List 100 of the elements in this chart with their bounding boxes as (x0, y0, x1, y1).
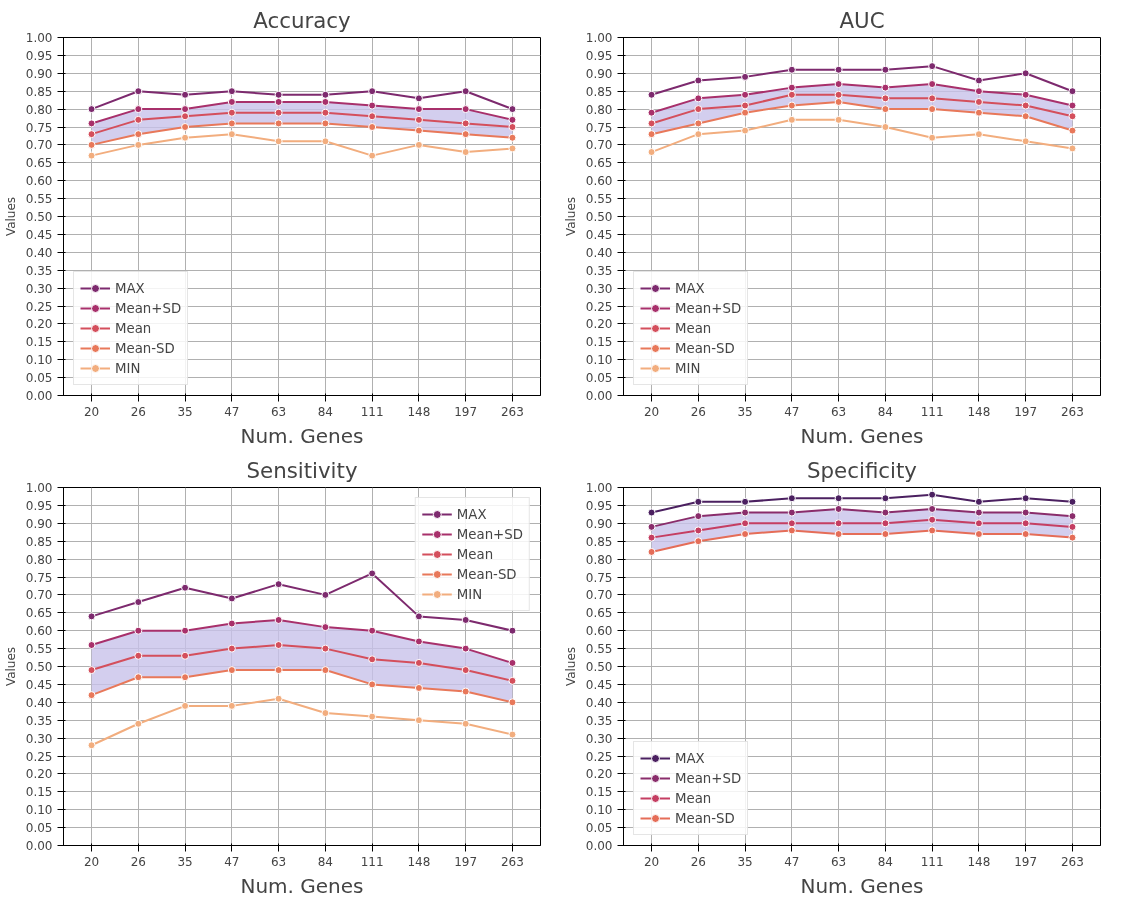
x-tick-label: 111 (360, 854, 384, 869)
x-tick-label: 20 (83, 854, 100, 869)
y-tick-label: 0.95 (25, 48, 53, 63)
x-tick-label: 197 (1014, 854, 1038, 869)
legend-label: Mean-SD (675, 810, 735, 826)
x-tick-label: 20 (643, 404, 660, 419)
y-tick-label: 0.60 (585, 624, 613, 639)
x-tick-label: 47 (784, 854, 800, 869)
y-tick-label: 0.35 (25, 713, 53, 728)
y-tick-label: 0.10 (25, 353, 53, 368)
y-tick-label: 0.55 (25, 192, 53, 207)
y-tick-label: 0.00 (25, 839, 53, 853)
x-tick-label: 84 (317, 404, 334, 419)
y-axis-title: Values (563, 196, 578, 237)
y-tick-label: 0.90 (585, 66, 613, 81)
y-tick-label: 0.10 (585, 803, 613, 818)
y-tick-label: 0.35 (25, 263, 53, 278)
y-tick-label: 0.65 (25, 606, 53, 621)
y-tick-label: 0.25 (25, 749, 53, 764)
x-tick-label: 35 (177, 404, 193, 419)
legend-label: Mean+SD (675, 770, 742, 786)
y-tick-label: 0.70 (25, 138, 53, 153)
y-tick-label: 0.20 (585, 317, 613, 332)
x-tick-label: 111 (920, 854, 944, 869)
x-axis-title: Num. Genes (240, 423, 364, 448)
y-tick-label: 0.30 (585, 731, 613, 746)
x-tick-label: 47 (784, 404, 800, 419)
y-tick-label: 1.00 (25, 481, 53, 495)
y-tick-label: 0.50 (25, 660, 53, 674)
x-tick-label: 84 (317, 854, 334, 869)
legend-label: MAX (675, 280, 705, 296)
y-tick-label: 0.90 (585, 516, 613, 531)
legend-label: MIN (115, 360, 141, 376)
chart-title: Accuracy (253, 7, 351, 33)
legend-label: MAX (115, 280, 145, 296)
x-tick-label: 47 (224, 854, 240, 869)
x-tick-label: 148 (407, 854, 431, 869)
y-tick-label: 0.75 (585, 120, 613, 135)
x-tick-label: 148 (967, 854, 991, 869)
x-axis-title: Num. Genes (240, 873, 364, 898)
x-tick-label: 26 (690, 854, 706, 869)
y-tick-label: 0.85 (585, 534, 613, 549)
y-axis-title: Values (3, 196, 18, 237)
legend-label: MIN (456, 586, 483, 602)
x-tick-label: 63 (270, 404, 287, 419)
y-tick-label: 1.00 (585, 481, 613, 495)
y-tick-label: 0.70 (25, 588, 53, 603)
y-tick-label: 0.55 (25, 642, 53, 657)
y-tick-label: 0.15 (25, 785, 53, 800)
y-tick-label: 0.50 (585, 210, 613, 224)
legend-label: Mean+SD (456, 526, 523, 542)
x-axis-title: Num. Genes (800, 873, 924, 898)
x-tick-label: 263 (1060, 404, 1084, 419)
y-tick-label: 0.95 (585, 48, 613, 63)
y-tick-label: 0.75 (25, 120, 53, 135)
y-tick-label: 0.40 (25, 695, 53, 710)
legend-label: MIN (675, 360, 701, 376)
y-tick-label: 0.20 (585, 767, 613, 782)
y-tick-label: 0.20 (25, 767, 53, 782)
chart-title: AUC (839, 7, 885, 33)
legend-label: Mean-SD (115, 340, 175, 356)
x-tick-label: 63 (830, 854, 847, 869)
chart-title: Sensitivity (246, 457, 358, 483)
y-axis-title: Values (563, 646, 578, 687)
x-tick-label: 63 (830, 404, 847, 419)
x-tick-label: 197 (454, 854, 478, 869)
y-tick-label: 0.40 (25, 245, 53, 260)
y-tick-label: 0.90 (25, 516, 53, 531)
y-tick-label: 0.05 (25, 371, 53, 386)
y-tick-label: 0.65 (585, 606, 613, 621)
y-tick-label: 0.50 (25, 210, 53, 224)
y-tick-label: 0.45 (25, 677, 53, 692)
x-tick-label: 26 (130, 854, 146, 869)
y-tick-label: 0.50 (585, 660, 613, 674)
y-tick-label: 0.20 (25, 317, 53, 332)
y-tick-label: 0.60 (25, 174, 53, 189)
y-tick-label: 0.25 (585, 299, 613, 314)
x-tick-label: 47 (224, 404, 240, 419)
y-tick-label: 0.30 (25, 731, 53, 746)
y-tick-label: 0.95 (585, 498, 613, 513)
x-tick-label: 111 (920, 404, 944, 419)
y-tick-label: 0.30 (585, 281, 613, 296)
x-tick-label: 63 (270, 854, 287, 869)
chart-title: Specificity (807, 457, 917, 483)
x-tick-label: 26 (690, 404, 706, 419)
legend-label: Mean (456, 546, 494, 562)
y-tick-label: 0.65 (25, 156, 53, 171)
y-tick-label: 0.25 (25, 299, 53, 314)
legend-label: Mean-SD (456, 566, 517, 582)
legend-label: Mean (115, 320, 152, 336)
y-tick-label: 0.05 (585, 821, 613, 836)
y-tick-label: 0.70 (585, 138, 613, 153)
x-tick-label: 263 (500, 404, 524, 419)
y-tick-label: 0.25 (585, 749, 613, 764)
x-tick-label: 263 (500, 854, 524, 869)
y-tick-label: 0.80 (585, 552, 613, 567)
y-tick-label: 0.05 (585, 371, 613, 386)
y-tick-label: 0.70 (585, 588, 613, 603)
y-tick-label: 0.00 (585, 389, 613, 403)
x-tick-label: 111 (360, 404, 384, 419)
